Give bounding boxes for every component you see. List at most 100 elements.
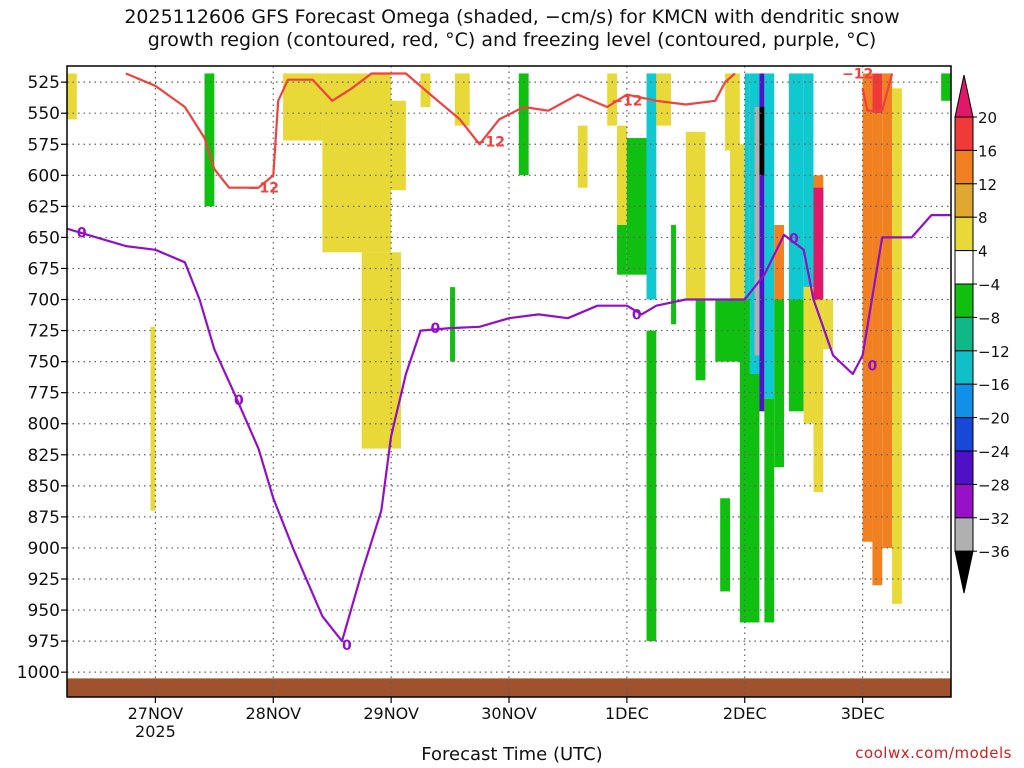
y-tick-label: 525 [28, 73, 60, 93]
colorbar-label: 16 [978, 142, 997, 160]
colorbar-label: 20 [978, 109, 997, 127]
y-tick-label: 875 [28, 508, 60, 528]
omega-shaded-region [322, 73, 392, 253]
y-tick-label: 925 [28, 570, 60, 590]
x-tick-label: 28NOV [245, 704, 301, 723]
omega-shaded-region [813, 187, 824, 300]
omega-shaded-region [862, 73, 873, 542]
omega-shaded-region [577, 125, 588, 188]
y-tick-label: 950 [28, 601, 60, 621]
y-tick-label: 800 [28, 415, 60, 435]
colorbar-label: −36 [978, 543, 1010, 561]
y-tick-label: 1000 [17, 663, 60, 683]
x-tick-label: 27NOV [128, 704, 184, 723]
colorbar-segment [954, 450, 974, 485]
omega-shaded-region [685, 131, 706, 300]
y-tick-label: 700 [28, 291, 60, 311]
omega-shaded-region [941, 73, 951, 101]
contour-label: 0 [77, 225, 87, 241]
contours: −12 −12 −12 −12 0 0 0 0 0 0 0 [66, 66, 951, 654]
colorbar-segment [954, 517, 974, 552]
y-tick-label: 600 [28, 166, 60, 186]
omega-shaded-region [813, 299, 824, 493]
x-tick-label: 2DEC [723, 704, 767, 723]
omega-shaded-region [454, 73, 470, 126]
omega-shaded-region [150, 326, 156, 511]
omega-shaded-region [450, 287, 455, 362]
omega-shaded-region [764, 73, 775, 399]
y-tick-label: 850 [28, 477, 60, 497]
y-tick-label: 625 [28, 197, 60, 217]
contour-label: 0 [632, 307, 642, 323]
omega-shaded-region [617, 125, 627, 225]
omega-shaded-region [882, 73, 893, 548]
omega-shaded-region [744, 73, 750, 300]
omega-shaded-region [788, 73, 804, 300]
colorbar-segment [954, 383, 974, 419]
colorbar-segment [954, 250, 974, 285]
omega-shaded-region [725, 73, 740, 151]
colorbar-segment [954, 417, 974, 452]
omega-shaded-region [626, 138, 647, 275]
y-tick-label: 975 [28, 632, 60, 652]
omega-shaded-region [204, 73, 215, 207]
omega-shaded-region [646, 73, 657, 300]
x-tick-label: 30NOV [481, 704, 537, 723]
contour-label: −12 [248, 181, 279, 197]
contour-label: 0 [342, 638, 352, 654]
title-line-2: growth region (contoured, red, °C) and f… [147, 29, 877, 51]
omega-shaded-region [518, 73, 529, 176]
contour-label: 0 [430, 321, 440, 337]
colorbar-segment [954, 216, 974, 252]
omega-shaded-region [720, 498, 730, 592]
colorbar-label: −20 [978, 410, 1010, 428]
colorbar-label: −12 [978, 343, 1010, 361]
omega-shaded-region [754, 106, 760, 300]
y-tick-label: 550 [28, 104, 60, 124]
omega-shaded-region [788, 299, 804, 412]
y-tick-label: 825 [28, 446, 60, 466]
omega-shaded-region [872, 113, 883, 586]
omega-shaded-region [759, 73, 765, 412]
colorbar-segment [954, 283, 974, 318]
omega-shading [67, 73, 951, 697]
omega-shaded-region [361, 252, 401, 449]
contour-label: 0 [234, 393, 244, 409]
x-axis-label: Forecast Time (UTC) [421, 744, 603, 765]
omega-shaded-region [607, 73, 618, 126]
y-tick-label: 750 [28, 353, 60, 373]
omega-shaded-region [872, 73, 883, 114]
colorbar-segment [954, 483, 974, 519]
colorbar-label: −28 [978, 476, 1010, 494]
omega-shaded-region [671, 224, 676, 325]
omega-shaded-region [391, 100, 406, 191]
y-tick-label: 675 [28, 259, 60, 279]
omega-shaded-region [892, 88, 902, 604]
colorbar-segment [954, 183, 974, 218]
omega-shaded-region [823, 299, 834, 350]
colorbar-top-arrow [954, 74, 974, 118]
omega-shaded-region [803, 73, 814, 288]
contour-label: 0 [868, 358, 878, 374]
omega-shaded-region [656, 73, 672, 126]
dgz-contour-line [861, 73, 894, 112]
colorbar: 20 16 12 8 4 −4 −8 −12 −16 −20 −24 −28 −32 −36 [954, 74, 1010, 594]
y-tick-label: 725 [28, 322, 60, 342]
axes: 525 550 575 600 625 650 675 700 725 750 775 800 825 8… [17, 65, 952, 741]
omega-shaded-region [730, 144, 745, 300]
omega-shaded-region [759, 106, 765, 176]
omega-shaded-region [754, 299, 760, 356]
contour-label: −12 [474, 135, 505, 151]
title-line-1: 2025112606 GFS Forecast Omega (shaded, −… [124, 6, 900, 28]
colorbar-segment [954, 350, 974, 385]
x-tick-label: 29NOV [363, 704, 419, 723]
dgz-contour-line [125, 72, 736, 189]
omega-shaded-region [695, 299, 706, 381]
omega-shaded-region [774, 299, 785, 468]
omega-shaded-region [764, 398, 775, 623]
contour-label: −12 [611, 94, 642, 110]
colorbar-bottom-arrow [954, 550, 974, 594]
colorbar-segment [954, 149, 974, 185]
colorbar-label: 12 [978, 176, 997, 194]
